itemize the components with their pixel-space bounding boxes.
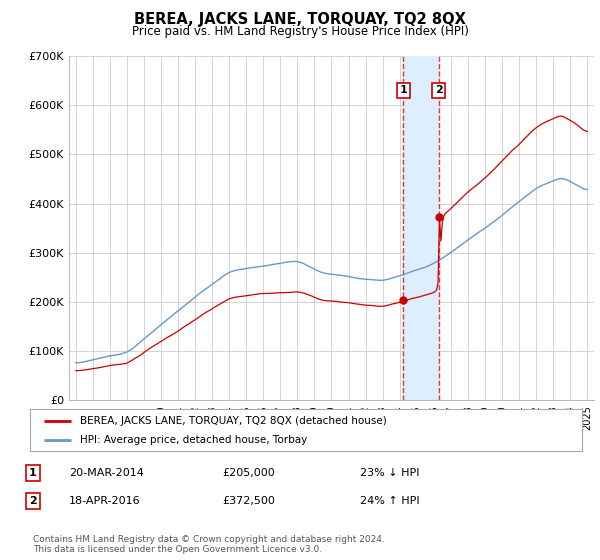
Text: 24% ↑ HPI: 24% ↑ HPI — [360, 496, 419, 506]
Text: 1: 1 — [400, 86, 407, 95]
Text: 2: 2 — [29, 496, 37, 506]
Text: £372,500: £372,500 — [222, 496, 275, 506]
Text: 23% ↓ HPI: 23% ↓ HPI — [360, 468, 419, 478]
Text: Contains HM Land Registry data © Crown copyright and database right 2024.
This d: Contains HM Land Registry data © Crown c… — [33, 535, 385, 554]
Text: £205,000: £205,000 — [222, 468, 275, 478]
Text: BEREA, JACKS LANE, TORQUAY, TQ2 8QX: BEREA, JACKS LANE, TORQUAY, TQ2 8QX — [134, 12, 466, 27]
Text: BEREA, JACKS LANE, TORQUAY, TQ2 8QX (detached house): BEREA, JACKS LANE, TORQUAY, TQ2 8QX (det… — [80, 416, 386, 426]
Text: HPI: Average price, detached house, Torbay: HPI: Average price, detached house, Torb… — [80, 435, 307, 445]
Text: Price paid vs. HM Land Registry's House Price Index (HPI): Price paid vs. HM Land Registry's House … — [131, 25, 469, 38]
Text: 1: 1 — [29, 468, 37, 478]
Text: 20-MAR-2014: 20-MAR-2014 — [69, 468, 144, 478]
Text: 18-APR-2016: 18-APR-2016 — [69, 496, 140, 506]
Text: 2: 2 — [435, 86, 443, 95]
Bar — [403, 56, 439, 400]
